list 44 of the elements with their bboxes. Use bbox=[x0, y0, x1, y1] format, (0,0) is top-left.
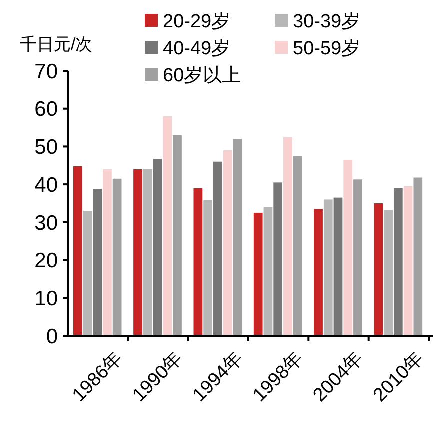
bar bbox=[213, 162, 222, 336]
bar bbox=[354, 180, 362, 336]
legend-label: 50-59岁 bbox=[293, 38, 361, 60]
bar bbox=[274, 182, 283, 336]
y-tick-label: 30 bbox=[34, 212, 58, 235]
legend-label: 60岁以上 bbox=[163, 66, 242, 87]
bar bbox=[223, 150, 232, 336]
bar bbox=[293, 156, 302, 336]
bar bbox=[233, 139, 242, 336]
bar bbox=[384, 210, 393, 336]
bar bbox=[163, 116, 172, 336]
bar bbox=[394, 188, 403, 336]
y-tick-label: 10 bbox=[34, 287, 58, 310]
y-axis-title: 千日元/次 bbox=[20, 35, 93, 54]
bar bbox=[404, 186, 413, 336]
bar bbox=[153, 159, 162, 336]
bar bbox=[334, 198, 343, 336]
bar bbox=[324, 200, 333, 336]
bar bbox=[143, 169, 152, 336]
legend-label: 20-29岁 bbox=[163, 12, 231, 33]
bar bbox=[134, 169, 142, 336]
bar bbox=[73, 166, 82, 336]
bar bbox=[254, 212, 263, 336]
bar bbox=[314, 209, 323, 336]
bar bbox=[264, 207, 273, 336]
bar bbox=[103, 169, 112, 336]
bar bbox=[374, 204, 384, 336]
bar bbox=[344, 160, 353, 336]
y-tick-label: 0 bbox=[46, 325, 58, 348]
y-tick-label: 60 bbox=[34, 98, 58, 122]
bar bbox=[173, 135, 182, 336]
y-tick-label: 20 bbox=[34, 250, 58, 273]
legend-label: 30-39岁 bbox=[293, 12, 361, 33]
bar bbox=[204, 200, 212, 336]
y-tick-label: 50 bbox=[34, 136, 58, 160]
bar bbox=[194, 188, 203, 336]
bar bbox=[83, 211, 92, 336]
bar bbox=[93, 189, 102, 336]
legend-label: 40-49岁 bbox=[163, 38, 231, 60]
bar bbox=[414, 178, 423, 336]
y-tick-label: 70 bbox=[34, 60, 58, 84]
y-tick-label: 40 bbox=[34, 174, 58, 197]
bar bbox=[112, 178, 122, 336]
bar bbox=[284, 137, 292, 336]
